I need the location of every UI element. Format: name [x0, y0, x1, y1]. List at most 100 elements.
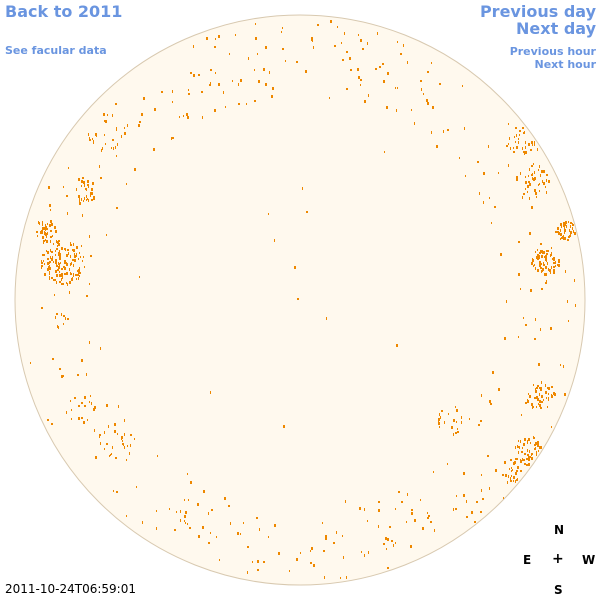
facula-point	[232, 80, 233, 82]
facula-point	[420, 80, 422, 82]
facula-point	[89, 341, 90, 344]
facula-point	[555, 265, 556, 267]
facula-point	[94, 406, 96, 409]
facula-point	[432, 106, 434, 109]
facula-point	[563, 224, 565, 227]
facula-point	[81, 185, 82, 187]
facula-point	[547, 406, 548, 408]
facula-point	[90, 195, 91, 197]
facula-point	[42, 231, 43, 233]
facula-point	[489, 197, 490, 199]
facula-point	[50, 256, 51, 259]
facula-point	[531, 206, 533, 209]
back-to-year-link[interactable]: Back to 2011	[5, 2, 123, 21]
facula-point	[114, 423, 116, 426]
facula-point	[49, 278, 50, 280]
facula-point	[184, 515, 186, 518]
facula-point	[58, 326, 59, 329]
facula-point	[431, 131, 432, 134]
facula-point	[564, 237, 566, 240]
facula-point	[50, 230, 52, 232]
facula-point	[515, 446, 516, 449]
facula-point	[515, 472, 517, 475]
facula-point	[551, 266, 552, 269]
facula-point	[52, 256, 53, 258]
facula-point	[508, 123, 509, 125]
facula-point	[535, 390, 537, 393]
facula-point	[116, 128, 117, 131]
facula-point	[122, 443, 123, 445]
facula-point	[541, 288, 543, 290]
facula-point	[453, 508, 454, 511]
facula-point	[551, 247, 552, 249]
facula-point	[179, 116, 180, 118]
facula-point	[520, 440, 521, 443]
next-day-link[interactable]: Next day	[516, 19, 596, 38]
facula-point	[118, 405, 119, 408]
facula-point	[536, 406, 537, 408]
next-hour-link[interactable]: Next hour	[534, 58, 597, 71]
facula-point	[107, 114, 108, 116]
facula-point	[324, 576, 325, 579]
facula-point	[502, 474, 504, 476]
facula-point	[254, 100, 256, 102]
facula-point	[379, 66, 381, 68]
facula-point	[539, 165, 540, 168]
facula-point	[79, 267, 80, 269]
facula-point	[515, 480, 516, 483]
facula-point	[523, 132, 524, 134]
previous-day-link[interactable]: Previous day	[479, 2, 596, 21]
facula-point	[364, 100, 366, 103]
facula-point	[208, 512, 209, 515]
facula-point	[527, 191, 528, 193]
facula-point	[551, 426, 552, 428]
facula-point	[530, 289, 532, 292]
facula-point	[527, 449, 528, 452]
facula-point	[268, 213, 269, 215]
facula-point	[223, 91, 224, 94]
facula-point	[53, 243, 54, 245]
facula-point	[183, 115, 184, 117]
facula-point	[71, 262, 72, 265]
facula-point	[300, 552, 301, 554]
facula-point	[513, 462, 515, 465]
facula-point	[296, 558, 298, 561]
facula-point	[539, 261, 541, 264]
facula-point	[571, 231, 572, 233]
facula-point	[57, 269, 59, 271]
facula-point	[53, 279, 55, 281]
facula-point	[271, 95, 273, 97]
facula-point	[88, 133, 89, 136]
facula-point	[112, 139, 114, 141]
facula-point	[531, 141, 533, 144]
facula-point	[492, 371, 494, 374]
facula-point	[398, 491, 400, 493]
facula-point	[533, 265, 534, 267]
facula-point	[346, 88, 348, 90]
facula-point	[382, 63, 384, 65]
facula-point	[558, 264, 560, 267]
facula-point	[104, 431, 105, 434]
facula-point	[559, 232, 560, 234]
facula-point	[93, 141, 94, 144]
facula-point	[549, 269, 551, 272]
facula-point	[106, 404, 108, 407]
facula-point	[510, 147, 511, 150]
facula-point	[255, 23, 256, 25]
facula-point	[515, 127, 517, 129]
facula-point	[360, 79, 362, 81]
facula-point	[410, 545, 412, 548]
see-facular-data-link[interactable]: See facular data	[5, 44, 107, 57]
facula-point	[169, 508, 170, 510]
previous-hour-link[interactable]: Previous hour	[509, 45, 596, 58]
facula-point	[208, 542, 210, 544]
facula-point	[188, 93, 190, 95]
facula-point	[547, 262, 548, 265]
facula-point	[368, 94, 369, 97]
facula-point	[56, 248, 58, 250]
facula-point	[541, 446, 542, 449]
facula-point	[516, 176, 517, 178]
facula-point	[38, 221, 39, 224]
facula-point	[258, 80, 260, 83]
facula-point	[569, 235, 570, 238]
